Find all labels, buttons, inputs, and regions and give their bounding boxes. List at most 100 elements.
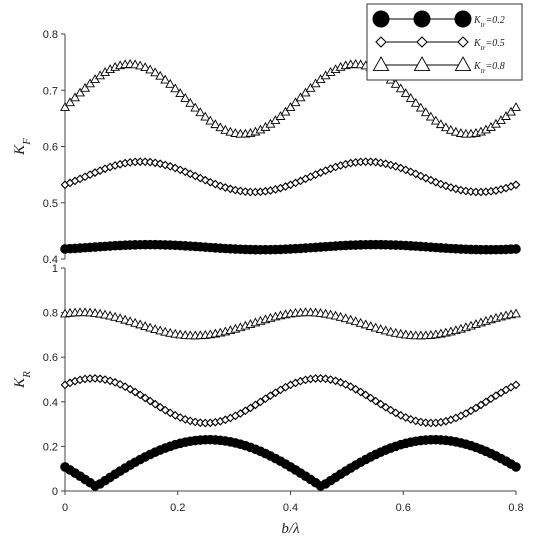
series: [60, 307, 521, 340]
y-tick-label: 0.7: [43, 85, 58, 97]
data-point-diamond: [266, 391, 275, 401]
data-point-triangle: [165, 78, 176, 88]
data-point-diamond: [185, 416, 195, 426]
series: [60, 157, 521, 197]
data-point-triangle: [360, 319, 371, 329]
data-point-triangle: [454, 56, 472, 72]
data-point-diamond: [416, 417, 426, 427]
data-point-triangle: [150, 67, 161, 77]
data-point-triangle: [335, 311, 346, 321]
data-point-diamond: [416, 171, 426, 181]
data-point-diamond: [371, 396, 381, 406]
series: [60, 374, 521, 428]
data-point-triangle: [430, 115, 441, 125]
data-point-circle: [413, 10, 431, 28]
data-point-triangle: [220, 124, 231, 134]
legend-label: Ktr=0.2: [473, 15, 505, 29]
data-point-triangle: [413, 56, 431, 72]
data-point-triangle: [390, 78, 401, 88]
data-point-diamond: [261, 394, 270, 404]
legend-entry: Ktr=0.8: [372, 56, 505, 75]
data-point-triangle: [405, 93, 416, 102]
data-point-triangle: [145, 322, 156, 332]
y-tick-label: 0.6: [43, 352, 58, 364]
x-tick-label: 0.4: [283, 502, 298, 514]
data-point-triangle: [60, 102, 70, 111]
data-point-triangle: [365, 321, 376, 330]
data-point-triangle: [275, 111, 286, 120]
data-point-triangle: [160, 74, 171, 84]
data-point-triangle: [70, 92, 80, 102]
data-point-triangle: [445, 124, 456, 134]
data-point-diamond: [416, 36, 428, 48]
y-tick-label: 1: [52, 263, 58, 275]
legend-entry: Ktr=0.2: [372, 10, 505, 29]
y-tick-label: 0.2: [43, 441, 58, 453]
data-point-triangle: [120, 314, 131, 324]
data-point-triangle: [506, 106, 516, 116]
data-point-triangle: [65, 97, 75, 107]
data-point-triangle: [145, 64, 156, 74]
data-point-circle: [511, 244, 521, 254]
data-point-diamond: [321, 374, 330, 384]
data-point-triangle: [511, 308, 521, 318]
data-point-triangle: [195, 107, 206, 117]
data-point-triangle: [185, 97, 196, 107]
data-point-triangle: [340, 313, 351, 323]
data-point-triangle: [180, 93, 191, 102]
data-point-triangle: [410, 97, 421, 107]
data-point-triangle: [290, 97, 301, 107]
series: [60, 434, 521, 491]
data-point-diamond: [346, 382, 356, 392]
y-tick-label: 0: [52, 486, 58, 498]
data-point-diamond: [145, 396, 155, 406]
series: [60, 239, 521, 255]
y-axis-title: KR: [12, 371, 33, 389]
x-tick-label: 0.2: [170, 502, 185, 514]
data-point-diamond: [486, 394, 496, 404]
data-point-triangle: [135, 60, 146, 70]
data-point-diamond: [376, 399, 386, 409]
data-point-triangle: [85, 78, 96, 88]
data-point-diamond: [446, 183, 456, 192]
bottom-panel: 0 0.2 0.4 0.6 0.8 1 0 0.2 0.4 0.6 0.8 KR b/λ: [12, 263, 524, 537]
data-point-triangle: [205, 115, 216, 125]
data-point-diamond: [246, 403, 255, 413]
data-point-triangle: [200, 111, 211, 121]
data-point-triangle: [420, 107, 431, 117]
data-point-triangle: [350, 316, 361, 326]
data-point-diamond: [441, 181, 451, 191]
data-point-triangle: [115, 313, 126, 323]
data-point-triangle: [140, 321, 151, 330]
y-tick-label: 0.4: [43, 397, 58, 409]
y-tick-label: 0.5: [43, 198, 58, 210]
data-point-diamond: [190, 417, 200, 427]
data-point-triangle: [280, 106, 291, 116]
data-point-diamond: [511, 380, 521, 390]
data-point-diamond: [471, 403, 481, 413]
data-point-triangle: [305, 82, 316, 92]
y-tick-label: 0.8: [43, 308, 58, 320]
data-point-diamond: [361, 390, 371, 400]
y-tick-label: 0.6: [43, 142, 58, 154]
data-point-diamond: [95, 374, 105, 384]
data-point-diamond: [366, 393, 376, 403]
data-point-triangle: [400, 88, 411, 98]
legend: Ktr=0.2 Ktr=0.5 Ktr=0.8: [366, 3, 523, 81]
data-point-circle: [511, 462, 521, 472]
data-point-triangle: [140, 62, 151, 72]
data-point-diamond: [426, 175, 436, 185]
data-point-triangle: [80, 82, 90, 92]
data-point-triangle: [425, 111, 436, 121]
x-tick-label: 0.6: [396, 502, 411, 514]
data-point-diamond: [251, 400, 260, 410]
data-point-triangle: [110, 311, 121, 321]
data-point-triangle: [125, 316, 136, 326]
data-point-triangle: [215, 122, 226, 132]
data-point-diamond: [476, 400, 486, 410]
data-point-diamond: [456, 185, 466, 195]
data-point-diamond: [457, 36, 469, 48]
top-panel: 0.4 0.5 0.6 0.7 0.8 KF: [12, 29, 521, 266]
data-point-triangle: [135, 319, 146, 329]
